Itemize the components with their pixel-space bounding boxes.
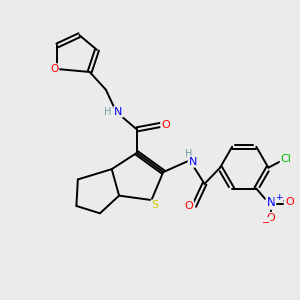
Text: H: H: [184, 149, 192, 159]
Text: N: N: [114, 107, 123, 117]
Text: N: N: [267, 196, 275, 209]
Text: H: H: [104, 107, 112, 117]
Text: −: −: [262, 218, 270, 228]
Text: O: O: [161, 120, 170, 130]
Text: N: N: [188, 157, 197, 167]
Text: O: O: [50, 64, 58, 74]
Text: O: O: [184, 201, 193, 211]
Text: O: O: [285, 197, 294, 207]
Text: Cl: Cl: [280, 154, 292, 164]
Text: O: O: [267, 213, 275, 223]
Text: S: S: [152, 200, 159, 210]
Text: +: +: [275, 193, 283, 202]
